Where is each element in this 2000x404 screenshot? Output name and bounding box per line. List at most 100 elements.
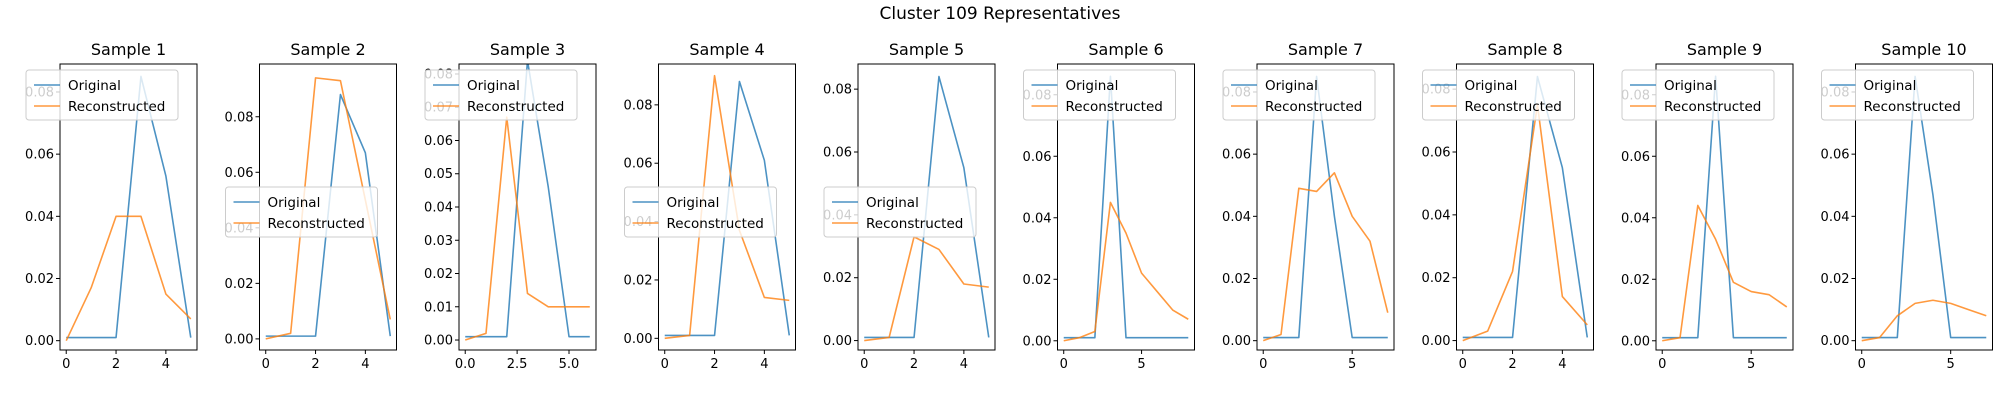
legend: Original Reconstructed — [1621, 69, 1775, 121]
axes-frame — [1256, 63, 1395, 351]
legend-label-reconstructed: Reconstructed — [268, 216, 365, 232]
y-tick-label: 0.00 — [25, 334, 54, 349]
y-tick-label: 0.02 — [823, 271, 852, 286]
subplot-2: Sample 20.000.020.040.060.08024OriginalR… — [225, 40, 397, 372]
x-tick-label: 0 — [1060, 357, 1068, 372]
x-tick-label: 2 — [1508, 357, 1516, 372]
subplot-10: Sample 100.000.020.040.060.0805OriginalR… — [1821, 40, 1993, 372]
y-tick-label: 0.06 — [1422, 146, 1451, 161]
y-tick-label: 0.00 — [1422, 334, 1451, 349]
axes-frame — [458, 63, 597, 351]
subplot-title: Sample 5 — [889, 40, 964, 59]
y-tick-label: 0.08 — [624, 98, 653, 113]
axes-frame — [1655, 63, 1794, 351]
subplot-4: Sample 40.000.020.040.060.08024OriginalR… — [624, 40, 796, 372]
legend: Original Reconstructed — [25, 69, 179, 121]
x-tick-label: 5 — [1747, 357, 1755, 372]
subplot-6: Sample 60.000.020.040.060.0805OriginalRe… — [1023, 40, 1195, 372]
legend: Original Reconstructed — [1023, 69, 1176, 121]
legend-box — [225, 186, 378, 238]
y-tick-label: 0.06 — [225, 166, 254, 181]
series-line-reconstructed — [1063, 201, 1189, 342]
series-line-reconstructed — [65, 215, 192, 342]
y-tick-label: 0.02 — [1023, 273, 1052, 288]
x-tick-label: 2 — [710, 357, 718, 372]
y-tick-label: 0.06 — [25, 148, 54, 163]
subplot-5: Sample 50.000.020.040.060.08024OriginalR… — [823, 40, 996, 372]
x-tick-label: 5 — [1947, 357, 1955, 372]
y-tick-label: 0.04 — [25, 210, 54, 225]
y-tick-label: 0.00 — [1821, 334, 1850, 349]
legend-box — [1621, 69, 1775, 121]
figure-title: Cluster 109 Representatives — [879, 4, 1121, 24]
legend: Original Reconstructed — [1422, 69, 1575, 121]
x-tick-label: 2 — [311, 357, 319, 372]
x-tick-label: 2 — [910, 357, 918, 372]
x-tick-label: 5 — [1348, 357, 1356, 372]
series-line-original — [1063, 75, 1189, 339]
y-tick-label: 0.02 — [624, 273, 653, 288]
subplot-title: Sample 10 — [1881, 40, 1966, 59]
x-tick-label: 2.5 — [507, 357, 528, 372]
y-tick-label: 0.02 — [1621, 273, 1650, 288]
x-tick-label: 0.0 — [455, 357, 476, 372]
subplot-title: Sample 6 — [1088, 40, 1163, 59]
legend-box — [1422, 69, 1575, 121]
y-tick-label: 0.00 — [1621, 334, 1650, 349]
subplot-title: Sample 1 — [91, 40, 166, 59]
x-tick-label: 5.0 — [559, 357, 580, 372]
subplot-9: Sample 90.000.020.040.060.0805OriginalRe… — [1621, 40, 1794, 372]
y-tick-label: 0.04 — [424, 201, 453, 216]
y-tick-label: 0.04 — [1023, 211, 1052, 226]
y-tick-label: 0.04 — [1222, 210, 1251, 225]
legend-label-reconstructed: Reconstructed — [1864, 99, 1961, 115]
y-tick-label: 0.08 — [823, 83, 852, 98]
legend-label-reconstructed: Reconstructed — [667, 216, 764, 232]
legend-label-original: Original — [268, 195, 321, 211]
y-tick-label: 0.02 — [1821, 272, 1850, 287]
legend-label-reconstructed: Reconstructed — [1664, 99, 1761, 115]
legend-label-original: Original — [667, 195, 720, 211]
y-tick-label: 0.06 — [624, 157, 653, 172]
subplot-7: Sample 70.000.020.040.060.0805OriginalRe… — [1222, 40, 1395, 372]
y-tick-label: 0.06 — [1023, 150, 1052, 165]
subplot-3: Sample 30.000.010.020.030.040.050.060.07… — [424, 40, 597, 372]
legend-box — [823, 186, 977, 238]
series-line-original — [465, 64, 590, 338]
y-tick-label: 0.00 — [1023, 334, 1052, 349]
y-tick-label: 0.02 — [25, 272, 54, 287]
series-line-reconstructed — [1861, 299, 1987, 342]
legend-box — [624, 186, 777, 238]
y-tick-label: 0.02 — [225, 277, 254, 292]
subplot-title: Sample 2 — [290, 40, 365, 59]
subplot-title: Sample 8 — [1487, 40, 1562, 59]
series-line-original — [66, 75, 192, 339]
x-tick-label: 0 — [1858, 357, 1866, 372]
y-tick-label: 0.00 — [1222, 334, 1251, 349]
subplot-title: Sample 4 — [689, 40, 764, 59]
axes-frame — [1057, 63, 1195, 351]
legend-label-reconstructed: Reconstructed — [1465, 99, 1562, 115]
y-tick-label: 0.05 — [424, 167, 453, 182]
x-tick-label: 0 — [1259, 357, 1267, 372]
legend-label-original: Original — [1664, 78, 1717, 94]
subplot-1: Sample 10.000.020.040.060.08024OriginalR… — [25, 40, 198, 372]
x-tick-label: 0 — [1658, 357, 1666, 372]
legend-box — [424, 69, 578, 121]
legend: Original Reconstructed — [1222, 69, 1376, 121]
series-line-reconstructed — [1462, 104, 1588, 342]
legend-label-reconstructed: Reconstructed — [866, 216, 963, 232]
subplot-title: Sample 7 — [1288, 40, 1363, 59]
legend-label-original: Original — [1066, 78, 1119, 94]
y-tick-label: 0.06 — [424, 134, 453, 149]
x-tick-label: 4 — [361, 357, 369, 372]
legend-box — [1222, 69, 1376, 121]
y-tick-label: 0.08 — [225, 110, 254, 125]
y-tick-label: 0.06 — [1621, 150, 1650, 165]
x-tick-label: 4 — [162, 357, 170, 372]
legend: Original Reconstructed — [624, 186, 777, 238]
legend: Original Reconstructed — [823, 186, 977, 238]
x-tick-label: 0 — [62, 357, 70, 372]
